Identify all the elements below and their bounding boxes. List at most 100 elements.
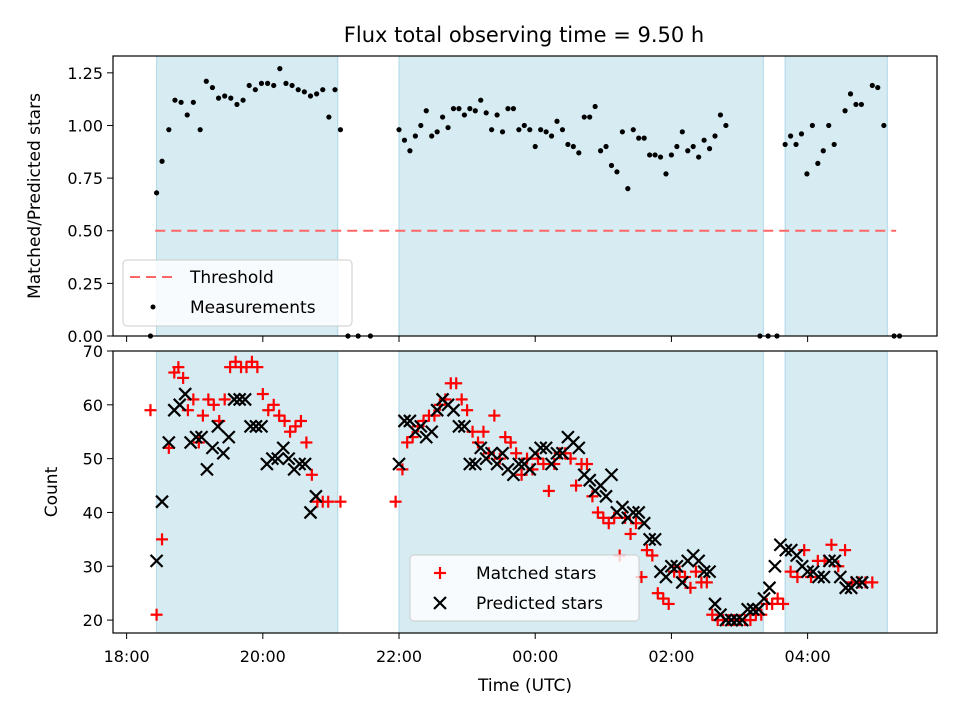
- matched-star-point-56: [504, 436, 517, 449]
- predicted-star-point-92-b: [730, 613, 744, 627]
- predicted-star-point-109-b: [822, 554, 837, 568]
- predicted-star-point-112-b: [838, 581, 853, 595]
- predicted-star-point-111: [833, 570, 848, 584]
- predicted-star-point-114-b: [849, 575, 864, 590]
- matched-star-point-107: [784, 565, 797, 578]
- matched-star-point-119: [866, 576, 879, 589]
- predicted-star-point-59-b: [550, 446, 564, 461]
- predicted-star-point-2: [162, 435, 176, 450]
- predicted-star-point-14: [227, 392, 241, 407]
- predicted-star-point-96-b: [751, 602, 766, 617]
- predicted-star-point-2-b: [162, 435, 176, 450]
- measurement-point-75: [614, 169, 620, 175]
- bottom-legend: Matched stars Predicted stars: [409, 554, 640, 622]
- matched-star-point-11: [202, 393, 215, 406]
- matched-star-point-90: [689, 565, 702, 578]
- predicted-star-point-15: [232, 392, 247, 407]
- measurement-point-71: [592, 103, 598, 110]
- predicted-star-point-71-b: [615, 500, 630, 514]
- measurement-point-28: [320, 87, 326, 93]
- measurement-point-93: [712, 133, 718, 139]
- measurement-point-53: [494, 112, 500, 118]
- predicted-star-point-54-b: [522, 462, 537, 477]
- measurement-point-7: [190, 99, 196, 105]
- predicted-star-point-1: [155, 494, 169, 509]
- matched-star-point-23: [267, 398, 280, 411]
- predicted-star-point-8-b: [194, 430, 209, 444]
- matched-star-point-68: [570, 479, 583, 492]
- predicted-star-point-87: [702, 564, 717, 579]
- measurement-point-92: [706, 146, 713, 152]
- matched-star-point-100: [744, 614, 757, 627]
- predicted-star-point-30: [392, 457, 406, 471]
- measurement-point-91: [701, 137, 707, 143]
- measurement-point-65: [559, 127, 566, 133]
- measurement-point-82: [652, 152, 658, 158]
- predicted-star-point-47: [484, 446, 499, 461]
- predicted-star-point-14-b: [227, 392, 241, 407]
- measurement-point-104: [809, 122, 815, 129]
- measurement-point-8: [197, 127, 203, 133]
- predicted-star-point-76-b: [642, 532, 657, 547]
- predicted-star-point-101-b: [779, 543, 793, 557]
- matched-star-point-27: [289, 420, 302, 433]
- measurement-point-87: [679, 129, 685, 135]
- predicted-star-point-11: [211, 419, 225, 434]
- measurement-point-29: [326, 114, 332, 120]
- predicted-star-point-86-b: [697, 564, 711, 579]
- bottom-y-tick-label-3: 50: [83, 450, 103, 469]
- measurement-point-25: [301, 89, 307, 95]
- bottom-x-tick-label-1: 20:00: [240, 647, 286, 666]
- predicted-star-point-65: [582, 473, 597, 487]
- measurement-point-19: [264, 80, 271, 86]
- matched-star-point-33: [322, 495, 335, 508]
- predicted-star-point-12: [216, 446, 231, 461]
- predicted-star-point-37-b: [430, 403, 444, 417]
- measurement-point-99: [782, 141, 788, 148]
- predicted-star-point-52-b: [512, 457, 526, 471]
- matched-star-point-73: [597, 511, 610, 524]
- predicted-star-point-54: [522, 462, 537, 477]
- predicted-star-point-58: [544, 457, 559, 471]
- predicted-star-point-13: [221, 430, 236, 444]
- matched-star-point-19: [245, 355, 258, 368]
- measurement-point-107: [826, 122, 832, 129]
- predicted-star-point-31-b: [397, 414, 412, 428]
- measurement-point-62: [543, 129, 549, 135]
- predicted-star-point-68-b: [599, 489, 613, 504]
- predicted-star-point-75-b: [637, 516, 651, 530]
- matched-star-point-82: [646, 549, 659, 562]
- top-shaded-interval-1: [398, 55, 764, 337]
- predicted-star-point-34: [414, 419, 428, 434]
- predicted-star-point-26: [292, 457, 307, 471]
- predicted-star-point-26-b: [292, 457, 307, 471]
- measurement-point-115: [881, 122, 887, 129]
- predicted-star-point-22: [271, 451, 285, 466]
- predicted-star-point-63-b: [572, 441, 586, 455]
- predicted-star-point-12-b: [216, 446, 231, 461]
- predicted-star-point-105-b: [800, 564, 815, 579]
- predicted-star-point-98: [762, 581, 777, 595]
- bottom-y-tick-label-1: 30: [83, 557, 103, 576]
- matched-star-point-14: [218, 393, 231, 406]
- predicted-star-point-4: [172, 398, 187, 412]
- measurement-point-35: [396, 127, 402, 133]
- matched-star-point-1: [150, 608, 163, 621]
- predicted-star-point-36: [424, 424, 439, 439]
- matched-star-point-2: [156, 533, 169, 546]
- matched-star-point-106: [777, 597, 790, 610]
- predicted-star-point-41-b: [452, 419, 466, 434]
- matched-star-point-24: [273, 409, 286, 422]
- measurement-point-85: [668, 152, 675, 158]
- matched-star-point-29: [300, 436, 313, 449]
- predicted-star-point-42: [457, 419, 472, 434]
- predicted-star-point-24: [281, 451, 296, 466]
- bottom-y-tick-label-2: 40: [83, 503, 103, 522]
- predicted-star-point-24-b: [281, 451, 296, 466]
- bottom-panel: 20 30 40 50 60 70 18:00 20:00 22:00 00:00 02:00 04…: [42, 342, 938, 696]
- measurement-point-102: [798, 131, 805, 137]
- predicted-star-point-73: [626, 505, 641, 520]
- measurement-point-9: [203, 78, 209, 84]
- predicted-star-point-74-b: [631, 505, 646, 520]
